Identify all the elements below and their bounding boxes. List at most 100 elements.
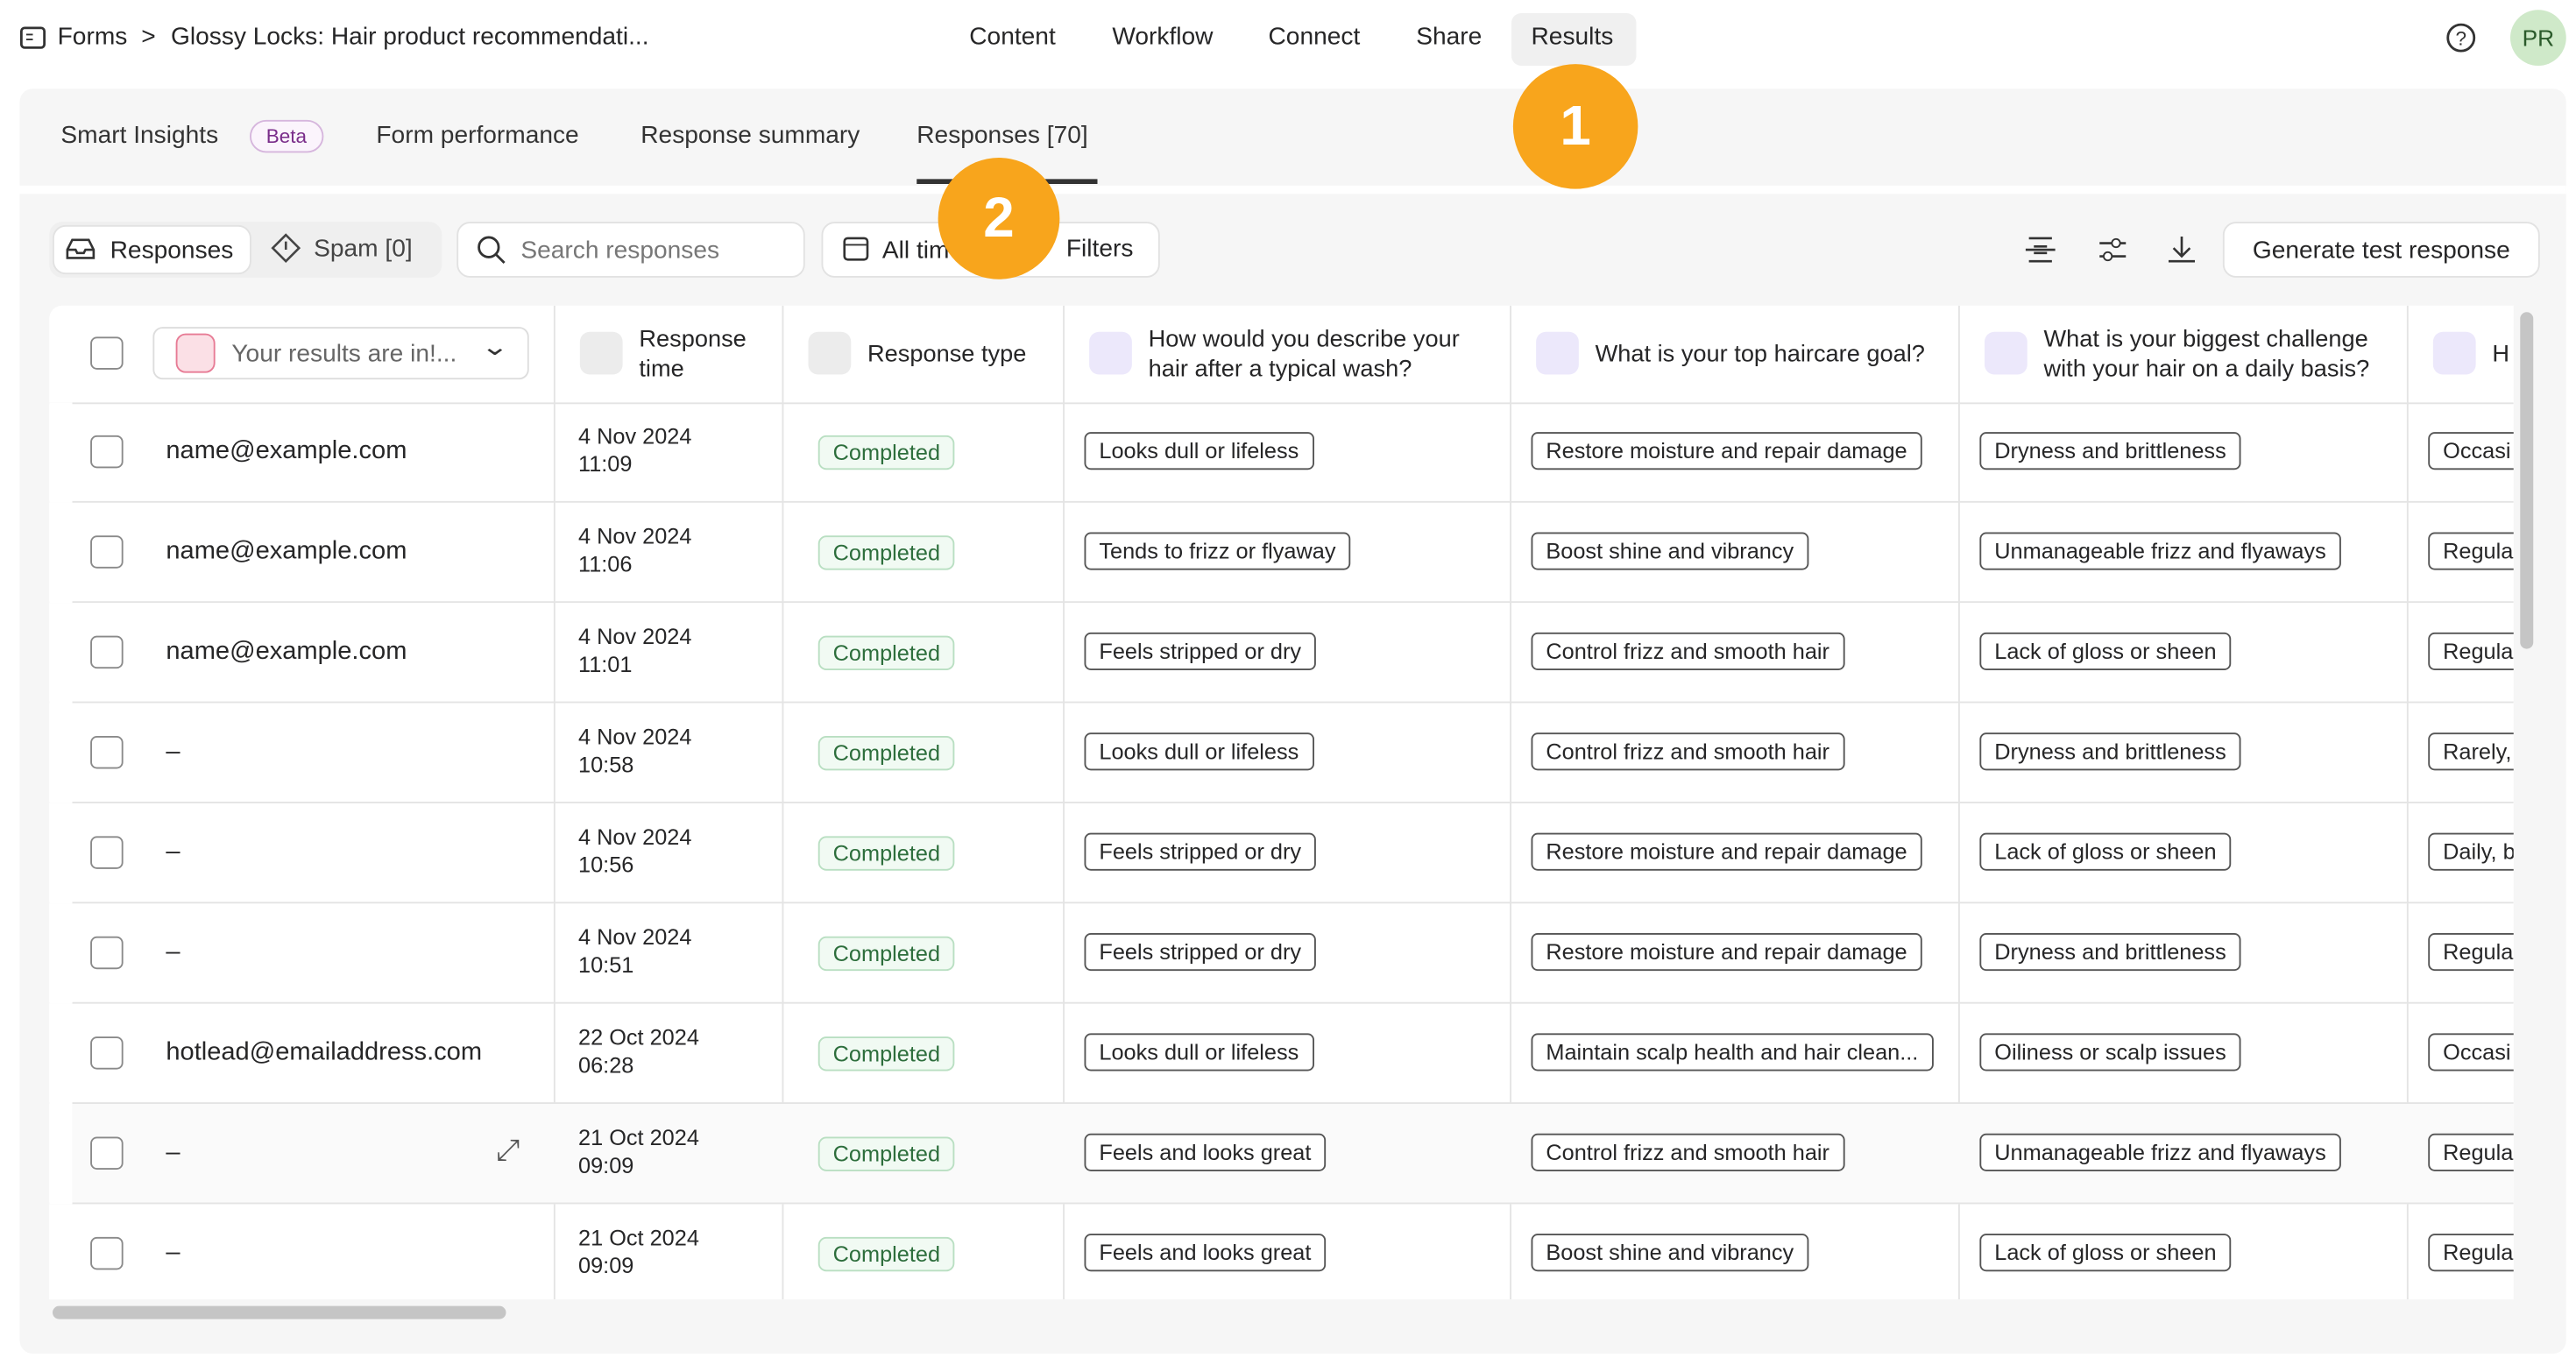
email: hotlead@emailaddress.com <box>166 1038 483 1066</box>
subtab[interactable]: Form performance <box>376 121 579 150</box>
answer-tag: Unmanageable frizz and flyaways <box>1979 1133 2341 1171</box>
row-checkbox[interactable] <box>90 936 124 970</box>
time: 11:01 <box>578 652 633 677</box>
expand-icon[interactable]: ⤢ <box>496 1133 520 1167</box>
row-checkbox[interactable] <box>90 1236 124 1270</box>
spam-toggle[interactable]: Spam [0] <box>314 235 413 263</box>
answer-tag: Lack of gloss or sheen <box>1979 1234 2232 1272</box>
date: 4 Nov 2024 <box>578 624 692 649</box>
email: – <box>166 838 180 866</box>
row-checkbox[interactable] <box>90 736 124 769</box>
email: – <box>166 937 180 966</box>
answer-tag: Boost shine and vibrancy <box>1531 532 1809 570</box>
status-badge: Completed <box>817 1236 955 1272</box>
date: 4 Nov 2024 <box>578 423 692 449</box>
status-badge: Completed <box>817 936 955 972</box>
row-checkbox[interactable] <box>90 535 124 569</box>
header-text: What is your biggest challenge with your… <box>2043 327 2370 383</box>
answer-tag: Dryness and brittleness <box>1979 732 2241 771</box>
filters-button[interactable]: Filters <box>1065 235 1134 263</box>
time: 11:09 <box>578 451 633 477</box>
row[interactable] <box>49 402 2514 503</box>
row[interactable] <box>49 803 2514 904</box>
answer-tag: Occasi <box>2428 432 2514 470</box>
time: 09:09 <box>578 1153 634 1178</box>
breadcrumb-separator: > <box>141 23 156 52</box>
select-all-checkbox[interactable] <box>90 336 124 370</box>
row-border <box>49 502 73 604</box>
date: 4 Nov 2024 <box>578 924 692 950</box>
nav-tab[interactable]: Share <box>1416 23 1483 52</box>
active-tab-bg <box>1511 13 1637 66</box>
search-input[interactable]: Search responses <box>456 222 805 278</box>
annotation-marker: 2 <box>938 158 1060 279</box>
breadcrumb-root[interactable]: Forms <box>57 23 128 52</box>
answer-tag: Feels and looks great <box>1084 1133 1327 1171</box>
nav-tab[interactable]: Content <box>969 23 1056 52</box>
nav-tab[interactable]: Results <box>1531 23 1614 52</box>
answer-tag: Feels and looks great <box>1084 1234 1327 1272</box>
email-column-select[interactable] <box>152 327 529 380</box>
row[interactable] <box>49 903 2514 1004</box>
column-icon <box>1985 331 2028 375</box>
email: name@example.com <box>166 537 407 565</box>
download-icon[interactable] <box>2165 233 2198 266</box>
answer-tag: Feels stripped or dry <box>1084 832 1316 871</box>
time: 06:28 <box>578 1052 634 1078</box>
answer-tag: Unmanageable frizz and flyaways <box>1979 532 2341 570</box>
generate-button[interactable]: Generate test response <box>2222 222 2540 278</box>
answer-tag: Looks dull or lifeless <box>1084 432 1314 470</box>
row[interactable] <box>49 1004 2514 1104</box>
mail-icon <box>175 333 216 373</box>
v-scrollbar[interactable] <box>2520 312 2534 649</box>
row[interactable] <box>49 503 2514 604</box>
answer-tag: Dryness and brittleness <box>1979 933 2241 972</box>
time: 11:06 <box>578 552 633 577</box>
answer-tag: Regula <box>2428 1234 2514 1272</box>
header-text: What is your top haircare goal? <box>1595 342 1925 368</box>
h-scrollbar[interactable] <box>53 1305 506 1319</box>
column-icon <box>1089 331 1132 375</box>
nav-tab[interactable]: Connect <box>1268 23 1361 52</box>
settings-icon[interactable] <box>2097 233 2130 266</box>
help-icon[interactable]: ? <box>2445 21 2478 54</box>
header-text: How would you describe your hair after a… <box>1148 327 1460 383</box>
annotation-marker: 1 <box>1512 64 1638 189</box>
time: 10:51 <box>578 952 634 978</box>
forms-icon <box>19 26 46 49</box>
answer-tag: Boost shine and vibrancy <box>1531 1234 1809 1272</box>
row-border <box>49 402 73 503</box>
row-checkbox[interactable] <box>90 435 124 469</box>
row-border <box>49 1204 73 1300</box>
subtab[interactable]: Response summary <box>640 121 860 150</box>
subtab[interactable]: Smart Insights <box>60 121 219 150</box>
row[interactable] <box>49 704 2514 803</box>
row[interactable] <box>49 603 2514 704</box>
answer-tag: Regula <box>2428 532 2514 570</box>
status-badge: Completed <box>817 736 955 771</box>
email: name@example.com <box>166 436 407 465</box>
answer-tag: Daily, b <box>2428 832 2514 871</box>
header-row <box>49 306 2514 405</box>
row-border <box>49 1003 73 1104</box>
nav-tab[interactable]: Workflow <box>1112 23 1214 52</box>
beta-badge: Beta <box>250 119 323 153</box>
density-icon[interactable] <box>2024 233 2057 266</box>
row-checkbox[interactable] <box>90 635 124 669</box>
answer-tag: Feels stripped or dry <box>1084 933 1316 972</box>
answer-tag: Control frizz and smooth hair <box>1531 1133 1844 1171</box>
avatar[interactable]: PR <box>2510 10 2566 66</box>
date: 22 Oct 2024 <box>578 1025 699 1050</box>
row-border <box>49 803 73 904</box>
row-checkbox[interactable] <box>90 1036 124 1070</box>
column-icon <box>808 331 852 375</box>
row-checkbox[interactable] <box>90 1136 124 1170</box>
subtab[interactable]: Responses [70] <box>916 121 1088 150</box>
status-badge: Completed <box>817 635 955 670</box>
email: name@example.com <box>166 637 407 666</box>
row-checkbox[interactable] <box>90 836 124 869</box>
time: 10:56 <box>578 852 634 878</box>
email: – <box>166 1138 180 1167</box>
